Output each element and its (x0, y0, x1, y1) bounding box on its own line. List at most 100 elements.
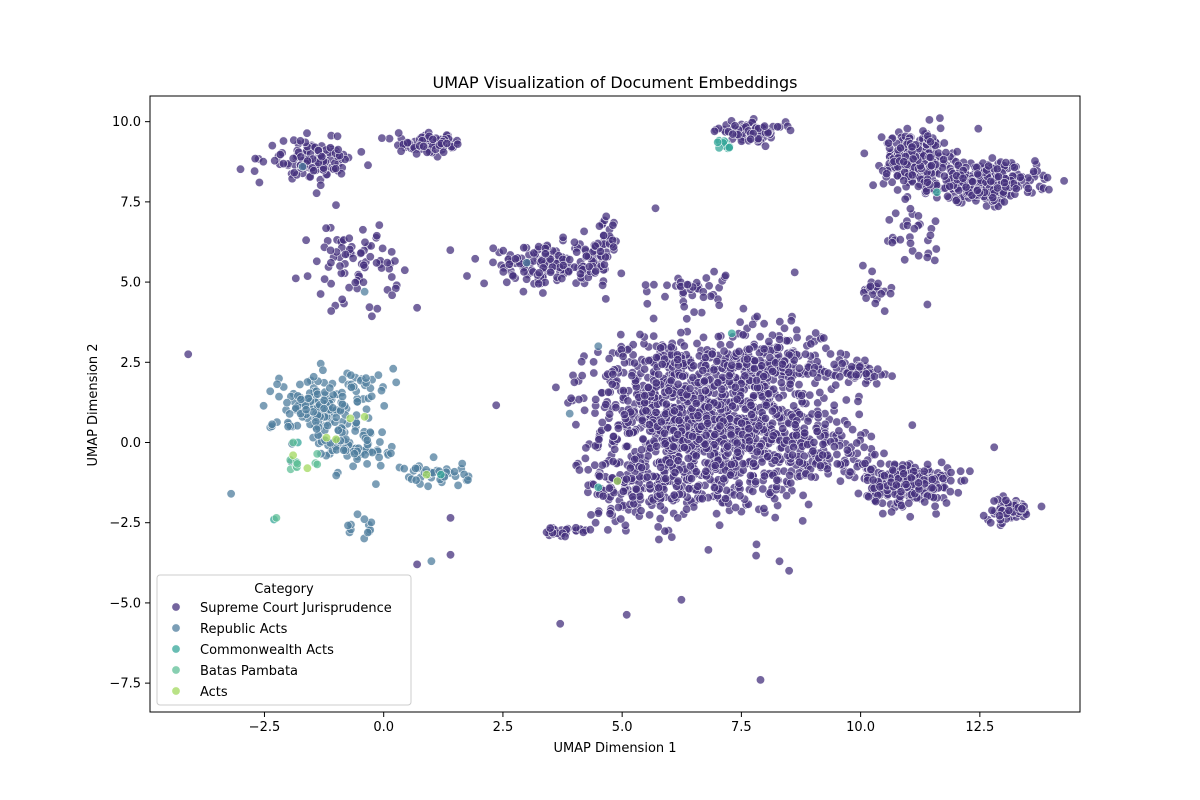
data-point (713, 137, 723, 147)
data-point (309, 372, 319, 382)
data-point (621, 474, 631, 484)
data-point (312, 188, 322, 198)
data-point (449, 467, 459, 477)
data-point (812, 426, 822, 436)
data-point (565, 409, 575, 419)
data-point (691, 467, 701, 477)
data-point (577, 357, 587, 367)
y-tick-label: 7.5 (120, 195, 141, 210)
data-point (832, 459, 842, 469)
data-point (784, 367, 794, 377)
data-point (902, 124, 912, 134)
data-point (292, 459, 302, 469)
data-point (719, 346, 729, 356)
data-point (987, 505, 997, 515)
data-point (328, 403, 338, 413)
data-point (376, 386, 386, 396)
data-point (992, 164, 1002, 174)
data-point (670, 467, 680, 477)
data-point (661, 474, 671, 484)
data-point (333, 145, 343, 155)
data-point (402, 138, 412, 148)
data-point (545, 523, 555, 533)
data-point (642, 472, 652, 482)
data-point (900, 194, 910, 204)
data-point (599, 231, 609, 241)
data-point (387, 272, 397, 282)
data-point (362, 435, 372, 445)
data-point (275, 150, 285, 160)
data-point (577, 371, 587, 381)
data-point (265, 386, 275, 396)
data-point (636, 506, 646, 516)
data-point (470, 254, 480, 264)
data-point (285, 409, 295, 419)
data-point (278, 159, 288, 169)
data-point (283, 422, 293, 432)
data-point (250, 154, 260, 164)
data-point (288, 450, 298, 460)
data-point (887, 177, 897, 187)
data-point (813, 410, 823, 420)
data-point (388, 364, 398, 374)
data-point (936, 123, 946, 133)
data-point (925, 152, 935, 162)
legend-label: Batas Pambata (200, 664, 298, 679)
data-point (422, 470, 432, 480)
data-point (707, 349, 717, 359)
legend-label: Republic Acts (200, 622, 288, 637)
data-point (288, 154, 298, 164)
data-point (875, 482, 885, 492)
data-point (453, 480, 463, 490)
data-point (613, 423, 623, 433)
data-point (595, 471, 605, 481)
data-point (598, 280, 608, 290)
data-point (359, 514, 369, 524)
data-point (668, 442, 678, 452)
data-point (927, 483, 937, 493)
data-point (751, 539, 761, 549)
data-point (791, 430, 801, 440)
data-point (488, 257, 498, 267)
data-point (837, 359, 847, 369)
data-point (303, 393, 313, 403)
data-point (775, 334, 785, 344)
series-4 (288, 412, 622, 486)
data-point (943, 191, 953, 201)
data-point (608, 220, 618, 230)
data-point (727, 401, 737, 411)
data-point (740, 371, 750, 381)
data-point (682, 504, 692, 514)
data-point (608, 369, 618, 379)
data-point (674, 415, 684, 425)
data-point (598, 491, 608, 501)
data-point (871, 496, 881, 506)
data-point (661, 399, 671, 409)
data-point (723, 441, 733, 451)
data-point (726, 430, 736, 440)
data-point (336, 169, 346, 179)
data-point (534, 279, 544, 289)
data-point (571, 420, 581, 430)
series-1 (226, 162, 603, 566)
data-point (759, 319, 769, 329)
data-point (645, 480, 655, 490)
data-point (673, 355, 683, 365)
data-point (1004, 505, 1014, 515)
data-point (804, 499, 814, 509)
data-point (317, 152, 327, 162)
data-point (326, 245, 336, 255)
data-point (860, 458, 870, 468)
data-point (612, 476, 622, 486)
data-point (462, 271, 472, 281)
data-point (302, 128, 312, 138)
data-point (371, 479, 381, 489)
data-point (683, 453, 693, 463)
data-point (891, 208, 901, 218)
series-2 (269, 136, 942, 524)
data-point (713, 332, 723, 342)
data-point (605, 409, 615, 419)
data-point (384, 134, 394, 144)
data-point (374, 220, 384, 230)
data-point (906, 473, 916, 483)
